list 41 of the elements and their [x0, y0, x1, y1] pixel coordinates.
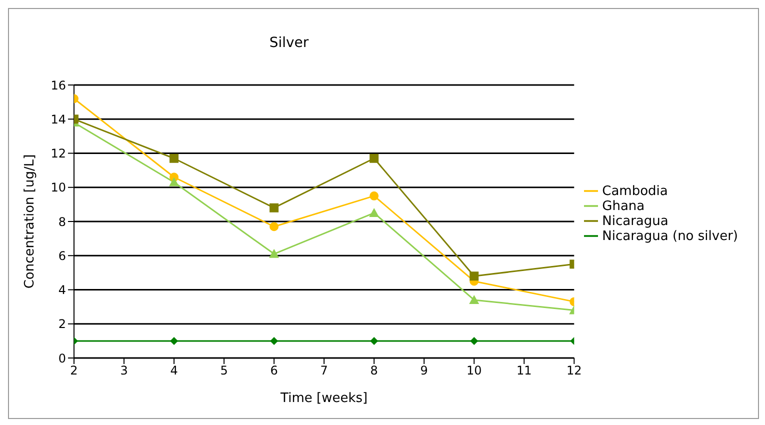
x-tick-label: 4: [170, 364, 178, 378]
x-tick-label: 12: [566, 364, 582, 378]
point: [270, 222, 279, 232]
x-tick-label: 6: [270, 364, 278, 378]
y-tick-label: 16: [50, 78, 66, 92]
x-tick-label: 2: [70, 364, 78, 378]
y-tick-label: 4: [58, 283, 66, 298]
point: [170, 336, 178, 345]
legend-label: Ghana: [602, 198, 645, 214]
x-axis-title: Time [weeks]: [280, 391, 368, 406]
point: [169, 177, 180, 186]
point: [370, 154, 379, 163]
point: [469, 294, 480, 304]
point: [369, 208, 380, 217]
y-tick-label: 6: [58, 248, 66, 263]
point: [269, 248, 280, 258]
y-tick-label: 0: [58, 351, 66, 366]
point: [470, 272, 479, 281]
x-tick-label: 7: [320, 364, 328, 378]
legend-label: Nicaragua: [602, 214, 668, 228]
y-axis-title: Concentration [ug/L]: [22, 154, 38, 289]
y-tick-label: 8: [58, 214, 66, 229]
legend-label: Nicaragua (no silver): [602, 228, 738, 244]
x-tick-label: 3: [120, 364, 128, 378]
x-tick-label: 10: [466, 364, 482, 378]
chart-title: Silver: [268, 35, 310, 51]
x-tick-label: 5: [220, 364, 228, 378]
point: [470, 336, 478, 345]
y-tick-label: 14: [50, 112, 66, 126]
y-tick-label: 12: [50, 146, 66, 161]
x-tick-label: 9: [420, 364, 428, 378]
point: [170, 154, 179, 163]
point: [270, 203, 279, 212]
point: [370, 336, 378, 345]
point: [370, 191, 379, 200]
y-tick-label: 10: [50, 180, 66, 195]
legend-label: Cambodia: [602, 184, 668, 198]
x-tick-label: 11: [516, 364, 532, 378]
y-tick-label: 2: [58, 317, 66, 332]
point: [270, 336, 278, 345]
x-tick-label: 8: [370, 364, 378, 378]
